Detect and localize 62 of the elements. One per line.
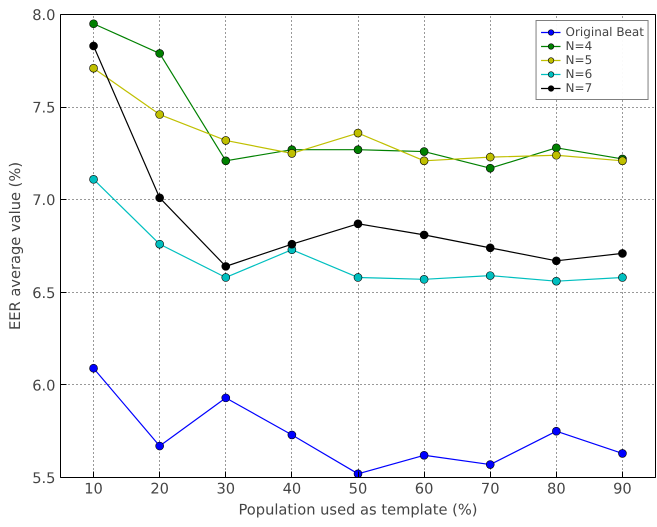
point xyxy=(420,450,428,460)
x-tick-label: 40 xyxy=(282,480,302,498)
point xyxy=(221,394,230,402)
point xyxy=(155,194,164,202)
point xyxy=(89,175,98,184)
point xyxy=(288,430,296,440)
point xyxy=(354,145,362,154)
legend-label: N=6 xyxy=(566,67,592,81)
point xyxy=(89,19,98,28)
point xyxy=(618,249,627,258)
y-tick-label: 8.0 xyxy=(32,7,56,24)
point xyxy=(288,149,296,158)
y-axis-title: EER average value (%) xyxy=(7,162,24,330)
x-tick-label: 80 xyxy=(547,480,566,498)
point xyxy=(486,460,495,469)
point xyxy=(155,49,164,58)
x-axis-title: Population used as template (%) xyxy=(238,502,478,518)
x-tick-label: 30 xyxy=(216,480,236,498)
x-tick-label: 90 xyxy=(613,480,632,498)
x-tick-label: 50 xyxy=(348,480,368,498)
legend-label: N=7 xyxy=(566,81,592,95)
y-tick-label: 5.5 xyxy=(32,470,56,487)
point xyxy=(486,244,495,252)
point xyxy=(288,240,296,248)
legend-label: Original Beat xyxy=(566,25,644,39)
point xyxy=(354,273,362,282)
x-tick-label: 60 xyxy=(414,480,434,498)
point xyxy=(89,64,98,72)
point xyxy=(618,273,627,282)
point xyxy=(420,156,428,166)
point xyxy=(552,256,561,266)
point xyxy=(155,240,164,248)
point xyxy=(89,364,98,373)
legend-label: N=5 xyxy=(566,53,592,67)
point xyxy=(155,442,164,450)
point xyxy=(486,271,495,280)
point xyxy=(552,150,561,160)
point xyxy=(354,219,362,228)
point xyxy=(420,147,428,156)
y-tick-label: 7.5 xyxy=(32,100,56,117)
legend-label: N=4 xyxy=(566,39,592,53)
x-tick-label: 10 xyxy=(84,480,103,498)
point xyxy=(552,276,561,286)
point xyxy=(486,152,495,162)
point xyxy=(89,42,98,50)
point xyxy=(420,275,428,284)
point xyxy=(618,449,627,458)
x-tick-label: 20 xyxy=(150,480,169,498)
point xyxy=(221,262,230,271)
point xyxy=(221,156,230,166)
point xyxy=(354,128,362,138)
point xyxy=(221,273,230,282)
point xyxy=(486,164,495,173)
y-tick-label: 6.0 xyxy=(32,377,56,394)
y-tick-label: 7.0 xyxy=(32,192,56,210)
y-tick-label: 6.5 xyxy=(32,284,56,302)
point xyxy=(221,136,230,145)
x-tick-label: 70 xyxy=(480,480,500,498)
point xyxy=(552,144,561,152)
point xyxy=(552,426,561,436)
point xyxy=(420,230,428,240)
point xyxy=(155,110,164,119)
